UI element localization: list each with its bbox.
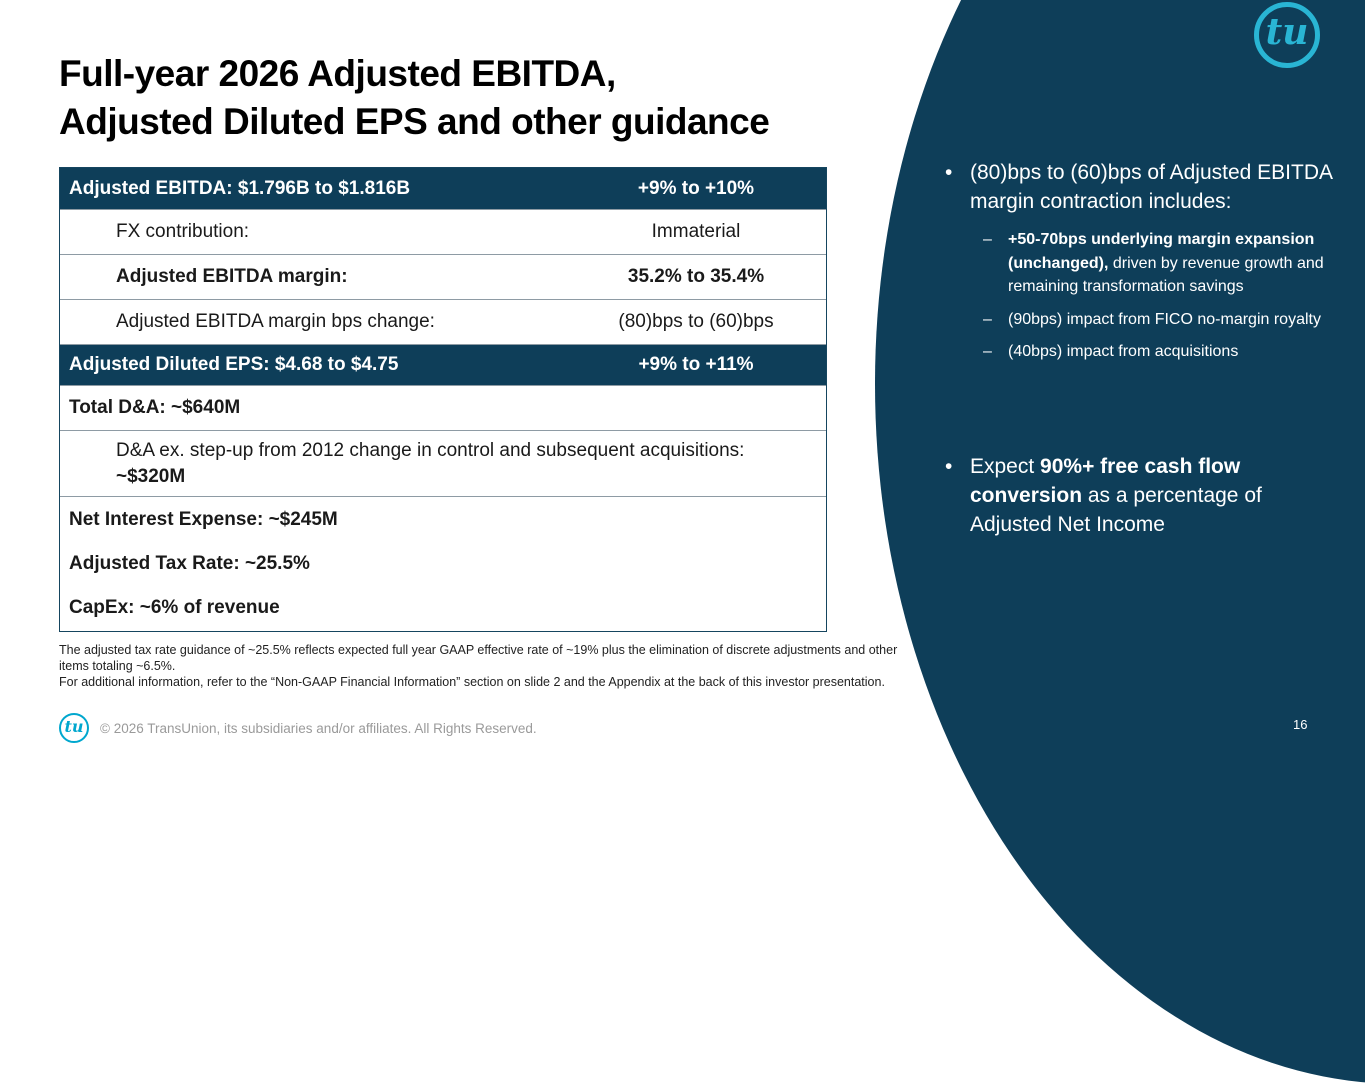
row-label: Total D&A: ~$640M (69, 397, 241, 418)
tu-logo-text: tu (1265, 11, 1309, 53)
bullet-marker: • (945, 161, 953, 184)
dash-marker: – (983, 343, 992, 360)
bullet-bold: 90%+ free cash flow conversion (970, 454, 1241, 507)
footnote-non-gaap: For additional information, refer to the… (59, 675, 885, 689)
row-label: FX contribution: (116, 221, 250, 242)
slide-title-line1: Full-year 2026 Adjusted EBITDA, (59, 53, 616, 94)
guidance-table: Adjusted EBITDA: $1.796B to $1.816B +9% … (59, 167, 827, 632)
row-label: Adjusted Diluted EPS: $4.68 to $4.75 (69, 354, 399, 375)
sub-bullet-normal: driven by revenue growth and remaining t… (1008, 254, 1324, 296)
row-label-bold: ~$320M (116, 465, 186, 487)
row-value: +9% to +10% (637, 177, 755, 199)
sub-bullet-bold: +50-70bps underlying margin expansion (u… (1008, 231, 1315, 272)
table-row-margin-bps-change: Adjusted EBITDA margin bps change: (80)b… (60, 299, 826, 344)
bullet-free-cash-flow: • Expect 90%+ free cash flow conversion … (945, 452, 1337, 539)
table-row-fx-contribution: FX contribution: Immaterial (60, 209, 826, 254)
table-row-adjusted-ebitda: Adjusted EBITDA: $1.796B to $1.816B +9% … (60, 168, 826, 209)
table-row-da-ex-stepup: D&A ex. step-up from 2012 change in cont… (60, 430, 826, 496)
footnote-tax-rate: The adjusted tax rate guidance of ~25.5%… (59, 643, 898, 673)
sub-bullet-fico-royalty: – (90bps) impact from FICO no-margin roy… (983, 308, 1337, 332)
page-number: 16 (1293, 717, 1308, 732)
sub-bullet-text: (90bps) impact from FICO no-margin royal… (1008, 310, 1321, 328)
row-label-normal: D&A ex. step-up from 2012 change in cont… (116, 439, 745, 461)
bullet-text: (80)bps to (60)bps of Adjusted EBITDA ma… (970, 161, 1332, 213)
slide-title-line2: Adjusted Diluted EPS and other guidance (59, 101, 770, 142)
adjusted-tax-rate-line: Adjusted Tax Rate: ~25.5% (69, 553, 310, 574)
bullet-prefix: Expect (970, 454, 1041, 478)
footer-tu-logo-icon: tu (59, 713, 89, 743)
sub-bullet-acquisitions: – (40bps) impact from acquisitions (983, 340, 1337, 364)
bullet-text: Expect 90%+ free cash flow conversion as… (970, 452, 1337, 539)
capex-line: CapEx: ~6% of revenue (69, 597, 280, 618)
sub-bullet-underlying-margin: – +50-70bps underlying margin expansion … (983, 228, 1337, 299)
tu-logo-text: tu (64, 717, 84, 736)
table-row-adjusted-diluted-eps: Adjusted Diluted EPS: $4.68 to $4.75 +9%… (60, 344, 826, 385)
table-row-other-guidance: Net Interest Expense: ~$245M Adjusted Ta… (60, 496, 826, 631)
sub-bullet-text: (40bps) impact from acquisitions (1008, 343, 1239, 360)
table-row-total-da: Total D&A: ~$640M (60, 385, 826, 430)
sidebar-commentary: • (80)bps to (60)bps of Adjusted EBITDA … (945, 158, 1337, 539)
row-label: Adjusted EBITDA margin bps change: (116, 311, 435, 332)
sub-bullet-list: – +50-70bps underlying margin expansion … (983, 228, 1337, 364)
copyright-text: © 2026 TransUnion, its subsidiaries and/… (100, 721, 537, 736)
dash-marker: – (983, 310, 992, 328)
row-label: D&A ex. step-up from 2012 change in cont… (60, 438, 826, 490)
net-interest-expense-line: Net Interest Expense: ~$245M (69, 509, 338, 530)
row-label: Adjusted EBITDA: $1.796B to $1.816B (69, 177, 411, 199)
bullet-margin-contraction: • (80)bps to (60)bps of Adjusted EBITDA … (945, 158, 1337, 216)
row-value: 35.2% to 35.4% (627, 266, 765, 287)
row-value: Immaterial (651, 221, 741, 242)
bullet-suffix: as a percentage of Adjusted Net Income (970, 483, 1262, 536)
transunion-logo-icon: tu (1254, 2, 1320, 68)
bullet-marker: • (945, 454, 953, 478)
table-row-ebitda-margin: Adjusted EBITDA margin: 35.2% to 35.4% (60, 254, 826, 299)
slide-title: Full-year 2026 Adjusted EBITDA, Adjusted… (59, 50, 770, 146)
row-label: Adjusted EBITDA margin: (116, 266, 348, 287)
dash-marker: – (983, 231, 992, 248)
sub-bullet-text: +50-70bps underlying margin expansion (u… (1008, 228, 1337, 299)
footnotes: The adjusted tax rate guidance of ~25.5%… (59, 643, 911, 691)
row-value: +9% to +11% (638, 354, 754, 375)
row-value: (80)bps to (60)bps (618, 311, 774, 332)
